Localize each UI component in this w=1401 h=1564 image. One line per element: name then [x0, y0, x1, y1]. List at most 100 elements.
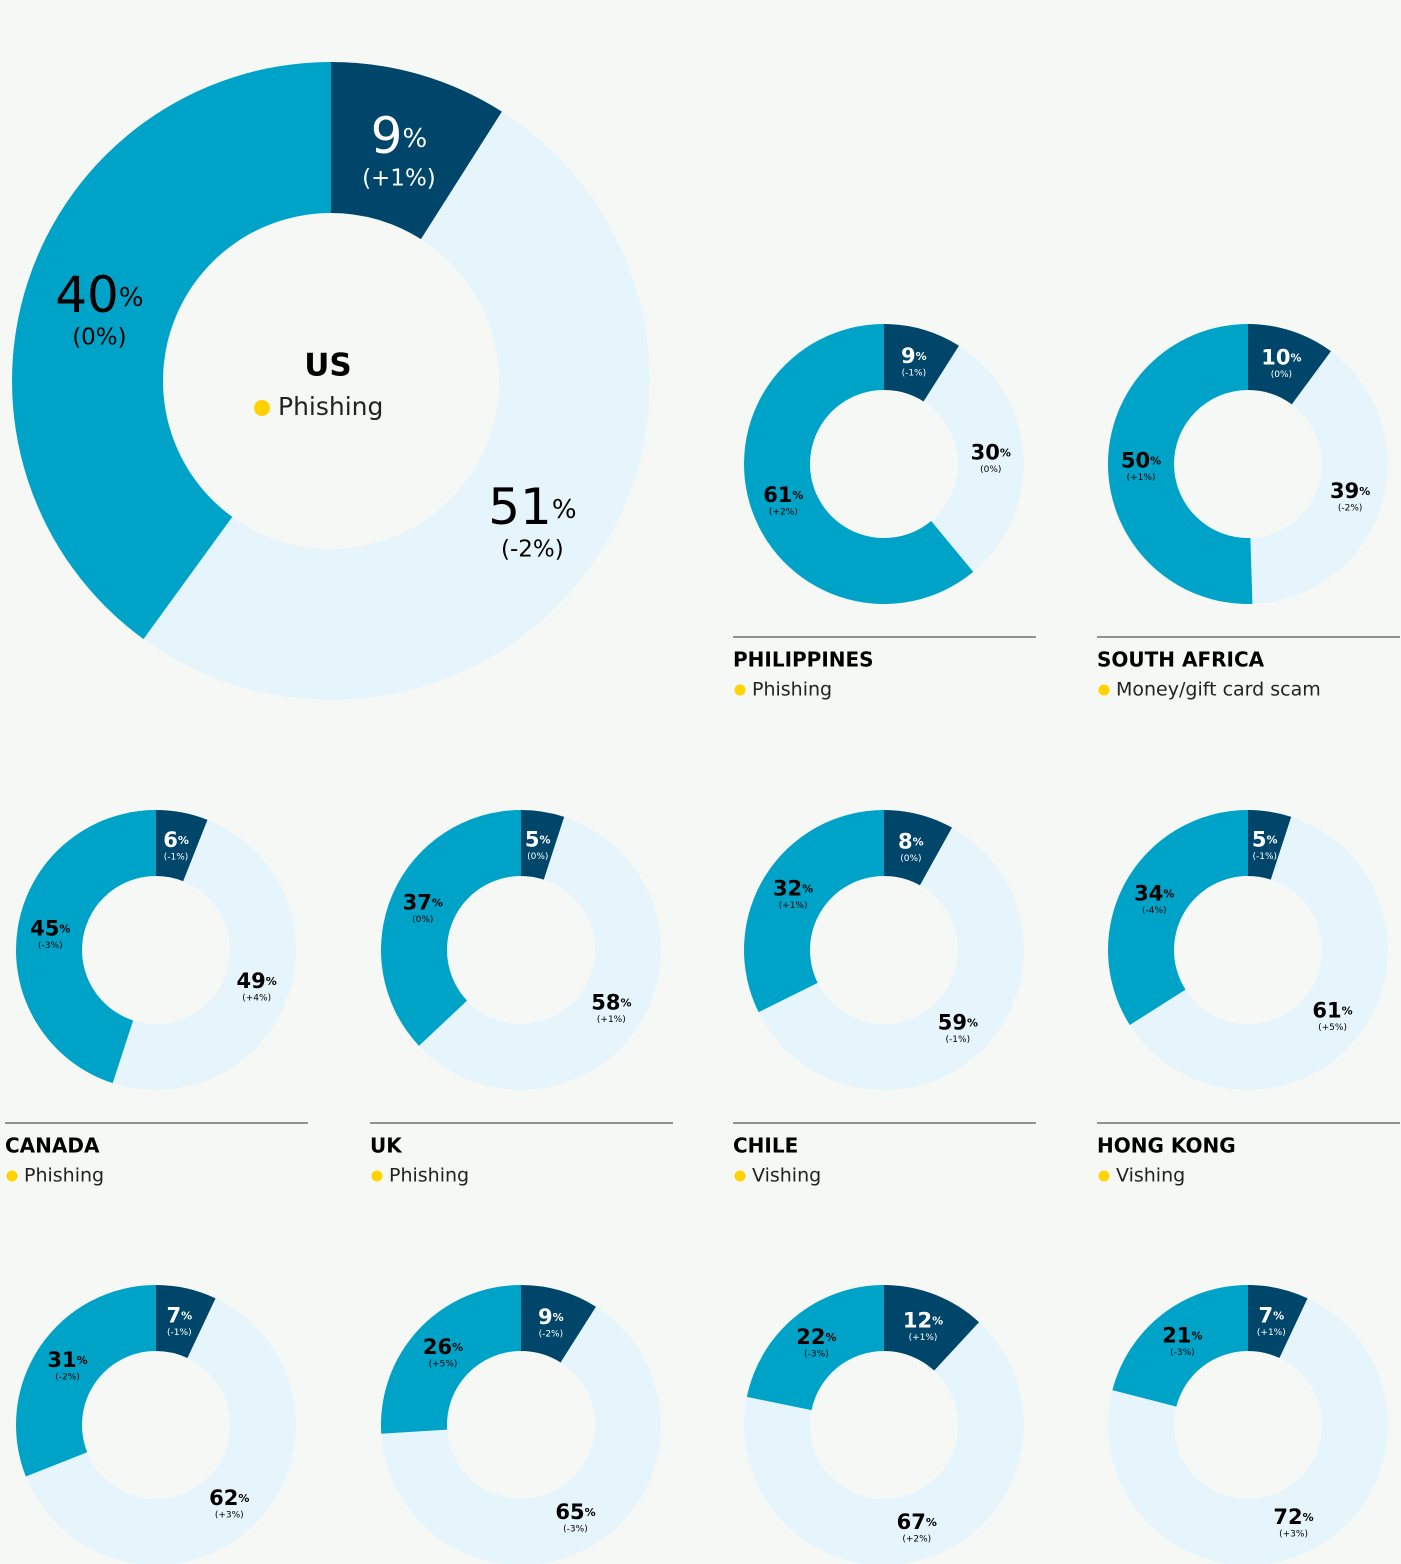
donut-segment	[1129, 816, 1388, 1090]
value-label: 10%	[1261, 345, 1301, 369]
value-unit: %	[585, 1506, 596, 1519]
value-label: 32%	[773, 877, 813, 901]
donut-segment	[744, 810, 884, 1013]
change-label: (+1%)	[1127, 473, 1156, 483]
value-unit: %	[825, 1331, 836, 1344]
value-label: 26%	[423, 1335, 463, 1359]
value-unit: %	[1359, 485, 1370, 498]
value-number: 8	[898, 829, 913, 853]
donut-segment	[923, 345, 1024, 572]
donut-segment	[1248, 810, 1292, 880]
change-label: (-1%)	[1252, 852, 1277, 862]
value-number: 67	[897, 1510, 926, 1534]
change-label: (-3%)	[804, 1350, 829, 1360]
value-label: 62%	[209, 1486, 249, 1510]
change-label: (+5%)	[1318, 1023, 1347, 1033]
change-label: (-1%)	[167, 1328, 192, 1338]
change-label: (-3%)	[1170, 1348, 1195, 1358]
value-label: 58%	[591, 990, 631, 1014]
donut-segment	[1108, 1298, 1388, 1564]
value-number: 58	[591, 990, 620, 1014]
value-label: 12%	[903, 1308, 943, 1332]
donut-segment	[1248, 1285, 1308, 1359]
value-number: 22	[796, 1325, 825, 1349]
value-unit: %	[119, 282, 144, 312]
value-label: 8%	[898, 829, 924, 853]
value-unit: %	[540, 833, 551, 846]
donut-segment	[381, 1285, 521, 1434]
value-unit: %	[77, 1354, 88, 1367]
change-label: (0%)	[527, 852, 548, 862]
change-label: (+3%)	[215, 1510, 244, 1520]
value-label: 5%	[525, 827, 551, 851]
change-label: (+3%)	[1279, 1529, 1308, 1539]
value-number: 30	[971, 440, 1000, 464]
value-number: 5	[525, 827, 540, 851]
donut-segment	[746, 1285, 884, 1411]
donut-segment	[1107, 324, 1253, 604]
donut-segment	[884, 324, 960, 402]
value-unit: %	[238, 1492, 249, 1505]
value-number: 40	[55, 265, 119, 323]
bullet	[1098, 1170, 1110, 1182]
value-unit: %	[620, 996, 631, 1009]
chart-title: PHILIPPINES	[733, 648, 874, 672]
value-number: 6	[163, 828, 178, 852]
value-unit: %	[932, 1314, 943, 1327]
donut-segment	[521, 810, 565, 880]
value-label: 9%	[371, 107, 428, 165]
value-label: 21%	[1162, 1323, 1202, 1347]
value-number: 65	[555, 1500, 584, 1524]
value-number: 45	[30, 916, 59, 940]
value-unit: %	[402, 124, 427, 154]
chart-title: UK	[370, 1134, 403, 1158]
bullet	[254, 400, 270, 416]
change-label: (0%)	[72, 324, 126, 350]
value-unit: %	[181, 1310, 192, 1323]
donut-segment	[1108, 810, 1248, 1026]
value-unit: %	[913, 835, 924, 848]
bullet	[734, 684, 746, 696]
value-label: 61%	[1312, 999, 1352, 1023]
value-number: 32	[773, 877, 802, 901]
change-label: (0%)	[1271, 370, 1292, 380]
value-unit: %	[967, 1016, 978, 1029]
value-number: 61	[1312, 999, 1341, 1023]
value-label: 9%	[538, 1305, 564, 1329]
donut-segment	[15, 810, 157, 1084]
value-label: 5%	[1252, 827, 1278, 851]
value-unit: %	[432, 897, 443, 910]
value-unit: %	[1342, 1005, 1353, 1018]
chart-title: HONG KONG	[1097, 1134, 1236, 1158]
value-unit: %	[266, 975, 277, 988]
change-label: (-3%)	[38, 941, 63, 951]
value-number: 10	[1261, 345, 1290, 369]
change-label: (-4%)	[1142, 906, 1167, 916]
value-unit: %	[802, 883, 813, 896]
value-label: 30%	[971, 440, 1011, 464]
value-unit: %	[1163, 887, 1174, 900]
chart-subtitle: Phishing	[24, 1165, 104, 1187]
bullet	[371, 1170, 383, 1182]
value-label: 37%	[403, 891, 443, 915]
chart-title: CANADA	[5, 1134, 100, 1158]
value-unit: %	[926, 1516, 937, 1529]
value-unit: %	[1303, 1511, 1314, 1524]
value-number: 21	[1162, 1323, 1191, 1347]
value-number: 59	[938, 1010, 967, 1034]
change-label: (+1%)	[779, 901, 808, 911]
change-label: (0%)	[412, 915, 433, 925]
change-label: (0%)	[900, 854, 921, 864]
value-number: 7	[1259, 1304, 1274, 1328]
value-unit: %	[1192, 1329, 1203, 1342]
value-label: 51%	[488, 477, 576, 535]
donut-segment	[744, 1322, 1024, 1564]
value-label: 50%	[1121, 449, 1161, 473]
donut-segment	[156, 1285, 216, 1359]
value-unit: %	[1000, 446, 1011, 459]
chart-title: CHILE	[733, 1134, 798, 1158]
value-number: 39	[1330, 479, 1359, 503]
donut-segment	[758, 827, 1024, 1090]
change-label: (-1%)	[164, 852, 189, 862]
donut-segment	[381, 1306, 661, 1564]
